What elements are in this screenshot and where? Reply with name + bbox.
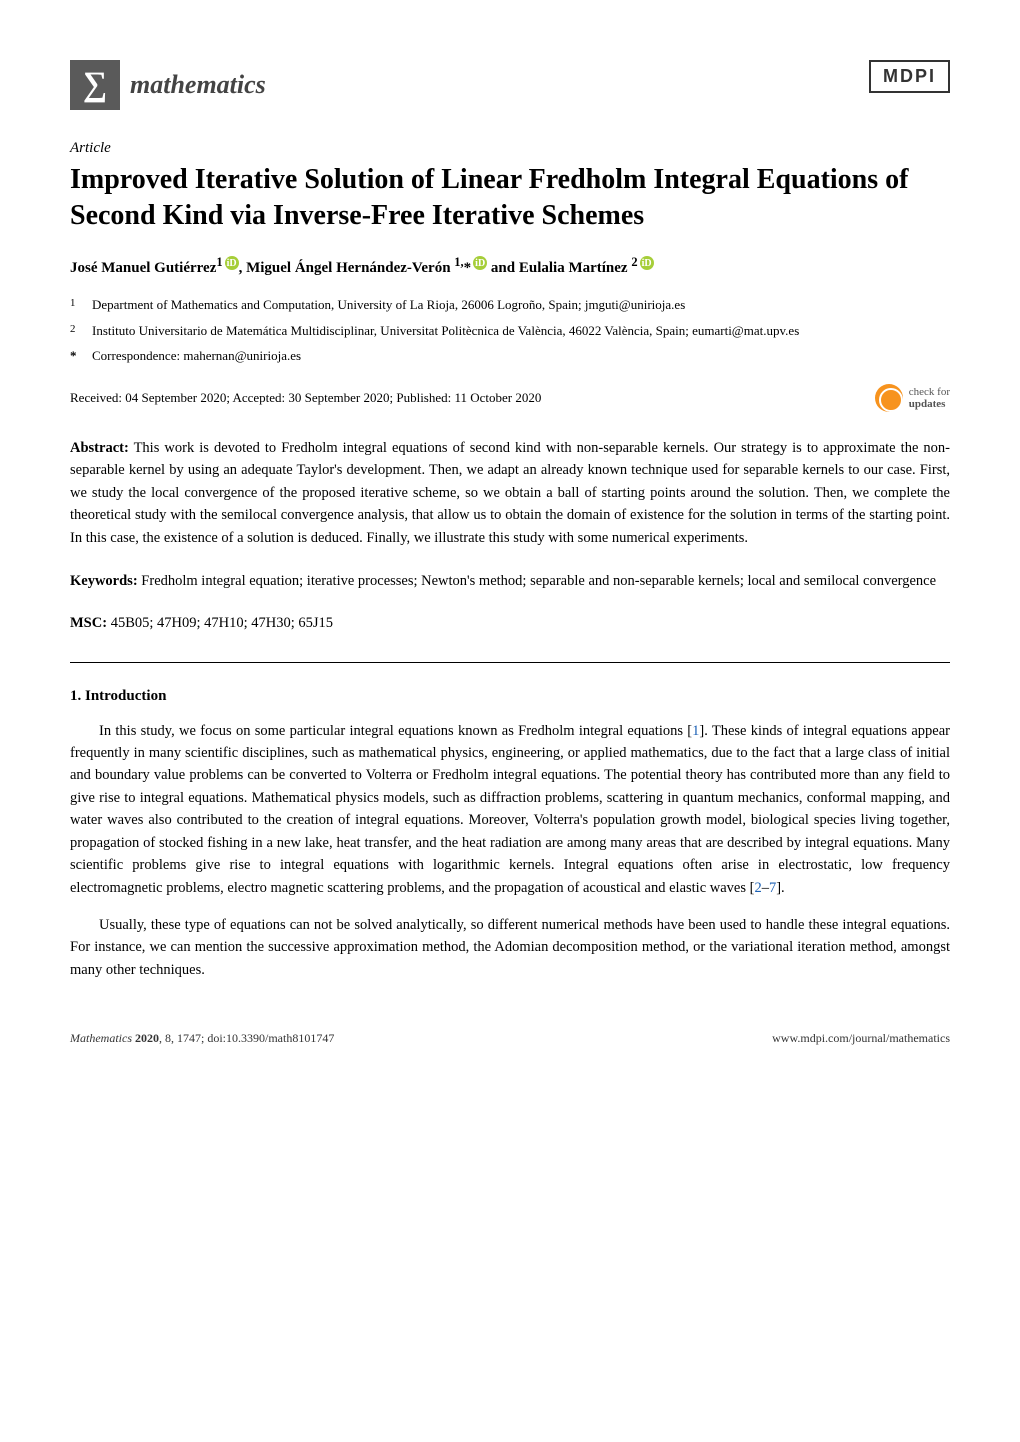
author-2-name: Miguel Ángel Hernández-Verón	[246, 260, 450, 276]
orcid-icon: iD	[473, 256, 487, 270]
check-line1: check for	[909, 386, 950, 398]
p1-text-b: ]. These kinds of integral equations app…	[70, 723, 950, 896]
p1-dash: –	[762, 880, 769, 896]
corr-text: Correspondence: mahernan@unirioja.es	[92, 346, 301, 366]
aff-1-num: 1	[70, 297, 75, 309]
journal-logo: ∑ mathematics	[70, 60, 266, 110]
msc-label: MSC:	[70, 615, 107, 631]
article-title: Improved Iterative Solution of Linear Fr…	[70, 162, 950, 235]
corr-symbol: *	[70, 348, 77, 363]
p1-text-a: In this study, we focus on some particul…	[99, 723, 692, 739]
author-1-sup: 1	[216, 255, 222, 269]
section-1-para-1: In this study, we focus on some particul…	[70, 720, 950, 900]
aff-2-num: 2	[70, 323, 75, 335]
divider	[70, 662, 950, 663]
abstract-label: Abstract:	[70, 440, 129, 456]
ref-link-2[interactable]: 2	[754, 880, 761, 896]
footer-left: Mathematics 2020, 8, 1747; doi:10.3390/m…	[70, 1031, 334, 1046]
aff-1-text: Department of Mathematics and Computatio…	[92, 295, 685, 317]
author-2-ast: *	[464, 260, 472, 276]
affiliation-2: 2 Instituto Universitario de Matemática …	[70, 321, 950, 343]
affiliations: 1 Department of Mathematics and Computat…	[70, 295, 950, 366]
section-1-para-2: Usually, these type of equations can not…	[70, 914, 950, 981]
abstract-text: This work is devoted to Fredholm integra…	[70, 440, 950, 546]
msc: MSC: 45B05; 47H09; 47H10; 47H30; 65J15	[70, 615, 950, 632]
abstract: Abstract: This work is devoted to Fredho…	[70, 437, 950, 549]
page-footer: Mathematics 2020, 8, 1747; doi:10.3390/m…	[70, 1031, 950, 1046]
publisher-logo: MDPI	[869, 60, 950, 93]
page-header: ∑ mathematics MDPI	[70, 60, 950, 110]
dates-text: Received: 04 September 2020; Accepted: 3…	[70, 390, 541, 406]
author-1-name: José Manuel Gutiérrez	[70, 260, 216, 276]
orcid-icon: iD	[225, 256, 239, 270]
section-1-heading: 1. Introduction	[70, 688, 950, 705]
journal-name: mathematics	[130, 70, 266, 100]
keywords: Keywords: Fredholm integral equation; it…	[70, 571, 950, 593]
authors-line: José Manuel Gutiérrez1iD, Miguel Ángel H…	[70, 255, 950, 277]
aff-2-text: Instituto Universitario de Matemática Mu…	[92, 321, 799, 343]
author-2-sup: 1,	[454, 255, 463, 269]
p1-text-c: ].	[776, 880, 784, 896]
msc-text: 45B05; 47H09; 47H10; 47H30; 65J15	[107, 615, 333, 631]
check-line2: updates	[909, 398, 950, 410]
sigma-icon: ∑	[70, 60, 120, 110]
affiliation-1: 1 Department of Mathematics and Computat…	[70, 295, 950, 317]
article-type: Article	[70, 140, 950, 157]
orcid-icon: iD	[640, 256, 654, 270]
footer-right: www.mdpi.com/journal/mathematics	[772, 1031, 950, 1046]
keywords-text: Fredholm integral equation; iterative pr…	[138, 573, 936, 589]
sep: ,	[239, 260, 247, 276]
dates-row: Received: 04 September 2020; Accepted: 3…	[70, 384, 950, 412]
footer-year: 2020	[135, 1031, 159, 1045]
author-3-sup: 2	[631, 255, 637, 269]
author-3-name: Eulalia Martínez	[519, 260, 628, 276]
check-updates-badge[interactable]: check for updates	[875, 384, 950, 412]
keywords-label: Keywords:	[70, 573, 138, 589]
check-updates-icon	[875, 384, 903, 412]
and: and	[487, 260, 519, 276]
correspondence: * Correspondence: mahernan@unirioja.es	[70, 346, 950, 366]
footer-journal: Mathematics	[70, 1031, 135, 1045]
footer-rest: , 8, 1747; doi:10.3390/math8101747	[159, 1031, 334, 1045]
